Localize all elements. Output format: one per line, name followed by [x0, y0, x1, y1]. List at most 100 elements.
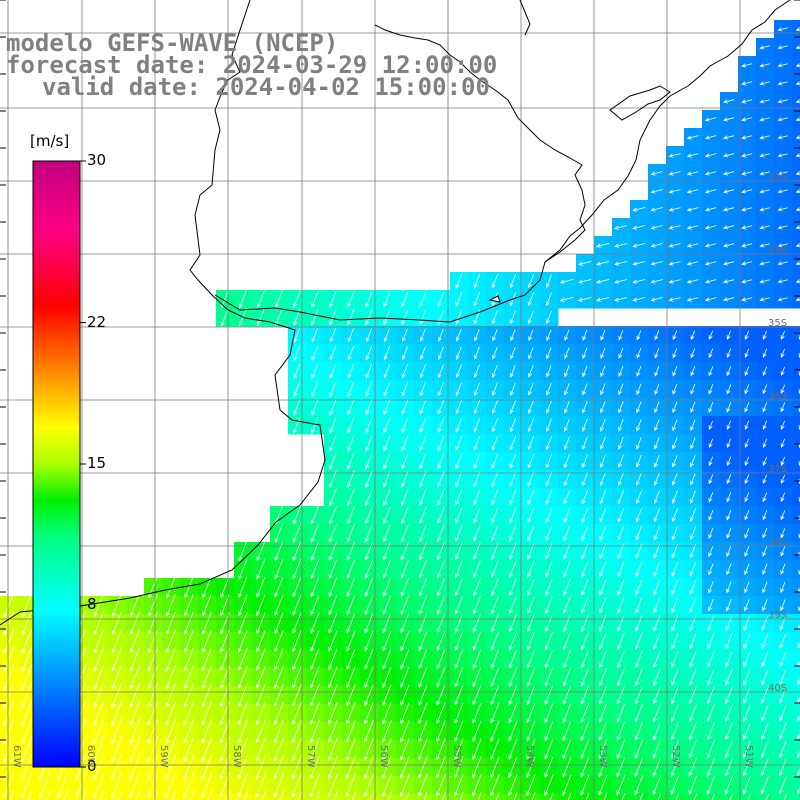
wind-arrow — [562, 739, 572, 760]
wind-arrow — [725, 669, 733, 686]
wind-arrow — [383, 470, 391, 488]
wind-arrow — [634, 739, 644, 760]
wind-arrow — [202, 594, 212, 617]
wind-arrow — [744, 438, 750, 448]
wind-cell — [90, 794, 109, 800]
wind-arrow — [528, 329, 534, 342]
wind-arrow — [653, 454, 660, 468]
wind-arrow — [508, 738, 518, 760]
wind-arrow — [689, 544, 697, 559]
wind-arrow — [346, 577, 356, 598]
wind-arrow — [189, 790, 195, 800]
wind-arrow — [437, 291, 445, 307]
wind-arrow — [329, 290, 337, 308]
wind-arrow — [559, 296, 574, 302]
wind-arrow — [171, 790, 177, 800]
wind-arrow — [508, 774, 518, 797]
wind-arrow — [491, 418, 498, 433]
wind-arrow — [401, 488, 409, 506]
wind-arrow — [419, 399, 427, 415]
wind-arrow — [329, 470, 337, 489]
wind-cell — [792, 254, 800, 273]
wind-arrow — [111, 700, 123, 727]
wind-arrow — [310, 577, 320, 598]
wind-arrow — [351, 791, 357, 800]
wind-arrow — [596, 243, 610, 248]
wind-arrow — [741, 243, 753, 248]
wind-arrow — [111, 718, 123, 745]
wind-arrow — [273, 701, 284, 726]
wind-arrow — [618, 330, 624, 341]
wind-arrow — [526, 632, 535, 651]
wind-arrow — [454, 596, 463, 615]
wind-arrow — [544, 667, 553, 687]
wind-arrow — [577, 297, 592, 302]
wind-arrow — [291, 701, 302, 725]
wind-arrow — [614, 297, 628, 302]
wind-arrow — [129, 754, 141, 781]
wind-arrow — [671, 544, 679, 559]
wind-arrow — [704, 153, 717, 158]
wind-arrow — [688, 704, 697, 723]
wind-arrow — [581, 579, 589, 596]
wind-arrow — [207, 790, 213, 800]
wind-cell — [702, 794, 721, 800]
wind-arrow — [671, 668, 679, 687]
wind-arrow — [527, 436, 534, 451]
wind-arrow — [202, 612, 212, 635]
wind-arrow — [741, 63, 753, 68]
wind-arrow — [765, 793, 769, 800]
wind-arrow — [93, 736, 105, 763]
wind-cell — [432, 794, 451, 800]
wind-arrow — [455, 346, 462, 360]
wind-arrow — [329, 328, 337, 343]
wind-arrow — [400, 649, 410, 670]
wind-arrow — [365, 328, 372, 343]
wind-arrow — [760, 740, 769, 759]
wind-arrow — [21, 593, 33, 618]
wind-arrow — [454, 631, 464, 652]
wind-arrow — [329, 308, 337, 326]
wind-cell — [324, 794, 343, 800]
wind-arrow — [274, 612, 284, 635]
wind-arrow — [650, 279, 663, 284]
wind-cell — [792, 668, 800, 687]
wind-arrow — [364, 631, 374, 652]
wind-cell — [504, 794, 523, 800]
wind-arrow — [473, 400, 480, 415]
wind-arrow — [563, 454, 570, 469]
wind-arrow — [255, 737, 267, 762]
wind-arrow — [531, 792, 536, 800]
wind-arrow — [545, 472, 553, 487]
wind-arrow — [472, 756, 482, 779]
wind-arrow — [545, 561, 553, 578]
wind-arrow — [454, 756, 464, 779]
wind-arrow — [347, 417, 355, 434]
wind-arrow — [419, 291, 427, 308]
wind-arrow — [527, 274, 534, 289]
wind-arrow — [261, 790, 267, 800]
wind-arrow — [704, 279, 717, 284]
wind-arrow — [364, 559, 373, 579]
wind-arrow — [347, 399, 355, 416]
wind-arrow — [435, 773, 446, 797]
wind-arrow — [582, 365, 588, 378]
wind-arrow — [672, 330, 678, 341]
wind-arrow — [704, 135, 717, 140]
wind-arrow — [795, 135, 800, 140]
wind-arrow — [671, 490, 678, 505]
wind-arrow — [383, 381, 391, 397]
wind-arrow — [598, 775, 608, 796]
wind-arrow — [690, 383, 696, 395]
wind-arrow — [328, 523, 337, 543]
wind-arrow — [671, 579, 679, 596]
wind-arrow — [490, 667, 500, 688]
wind-arrow — [743, 615, 751, 631]
wind-arrow — [744, 581, 750, 594]
wind-arrow — [329, 452, 337, 470]
wind-arrow — [654, 437, 660, 450]
wind-arrow — [670, 775, 680, 796]
latitude-label: 35S — [768, 318, 788, 329]
wind-arrow — [635, 632, 643, 650]
